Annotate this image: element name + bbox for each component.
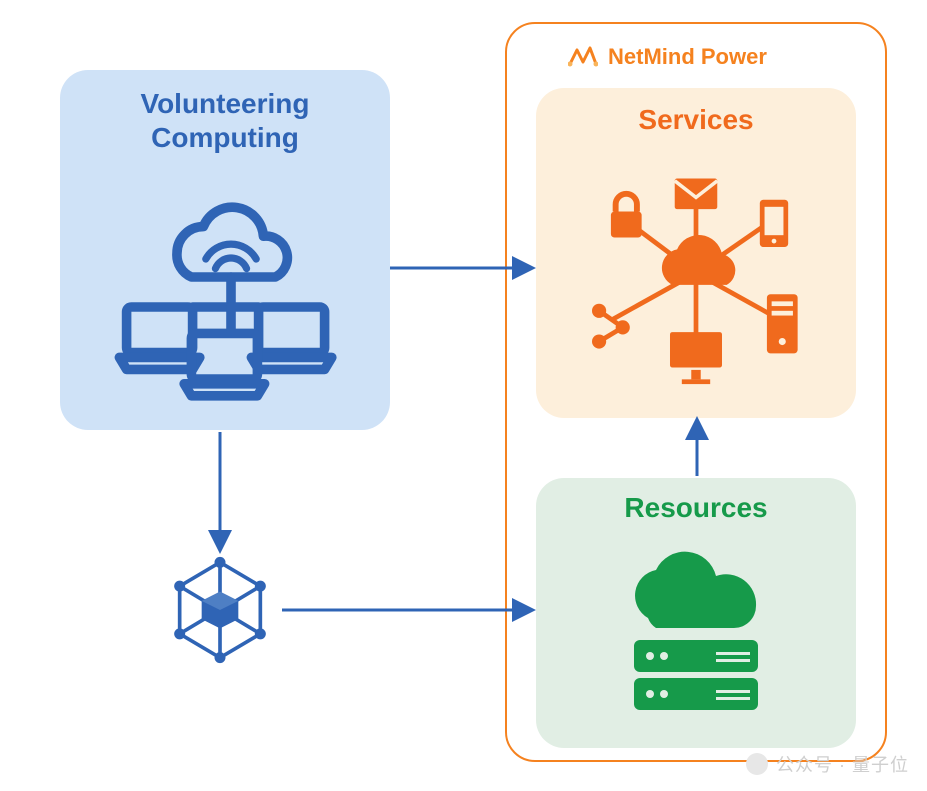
services-box: Services <box>536 88 856 418</box>
cloud-servers-icon <box>596 533 796 733</box>
volunteering-computing-box: Volunteering Computing <box>60 70 390 430</box>
resources-box: Resources <box>536 478 856 748</box>
resources-title: Resources <box>536 492 856 524</box>
volunteering-title-line2: Computing <box>60 122 390 154</box>
volunteering-title-line1: Volunteering <box>60 88 390 120</box>
cloud-services-network-icon <box>566 148 826 398</box>
services-title: Services <box>536 104 856 136</box>
blockchain-node-icon <box>165 555 275 665</box>
brand-netmind-power: NetMind Power <box>568 44 767 70</box>
wechat-icon <box>746 753 768 775</box>
watermark: 公众号 · 量子位 <box>746 751 909 777</box>
watermark-text: 公众号 · 量子位 <box>776 751 909 777</box>
distributed-laptops-cloud-icon <box>105 180 345 410</box>
brand-logo-icon <box>568 46 598 68</box>
brand-label: NetMind Power <box>608 44 767 70</box>
